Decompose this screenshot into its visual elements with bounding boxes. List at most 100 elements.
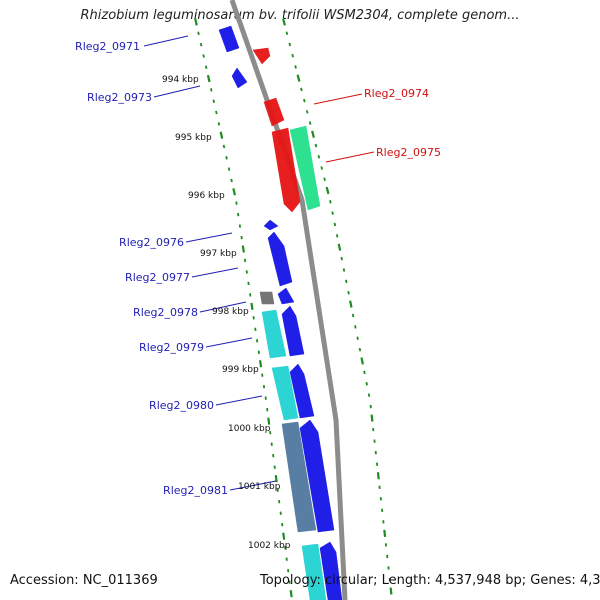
major-tick bbox=[289, 590, 293, 598]
minor-tick bbox=[294, 65, 297, 69]
minor-tick bbox=[367, 393, 371, 397]
major-tick bbox=[241, 245, 245, 253]
gene-feature[interactable] bbox=[263, 97, 285, 127]
major-tick bbox=[206, 74, 211, 83]
leader-line bbox=[191, 267, 239, 278]
kbp-labels: 994 kbp 995 kbp 996 kbp 997 kbp 998 kbp … bbox=[162, 75, 291, 551]
topology-text: Topology: circular; Length: 4,537,948 bp… bbox=[260, 573, 600, 588]
genome-backbone bbox=[229, 0, 348, 600]
gene-label[interactable]: Rleg2_0980 bbox=[149, 399, 214, 412]
minor-tick bbox=[230, 178, 233, 183]
gene-feature[interactable] bbox=[231, 67, 248, 89]
major-tick bbox=[258, 360, 263, 368]
minor-tick bbox=[300, 87, 303, 92]
minor-tick bbox=[305, 110, 309, 114]
leader-line bbox=[313, 93, 363, 105]
minor-tick bbox=[320, 166, 324, 170]
major-tick bbox=[389, 587, 393, 595]
minor-tick bbox=[354, 325, 357, 329]
minor-tick bbox=[314, 143, 318, 148]
leader-line bbox=[215, 395, 263, 406]
gene-feature[interactable] bbox=[218, 25, 240, 53]
minor-tick bbox=[363, 370, 366, 375]
minor-tick bbox=[197, 31, 200, 36]
minor-tick bbox=[222, 144, 226, 149]
major-tick bbox=[360, 357, 364, 365]
gene-feature[interactable] bbox=[267, 231, 293, 287]
gene-feature[interactable] bbox=[261, 309, 287, 359]
minor-tick bbox=[340, 256, 343, 261]
kbp-label: 996 kbp bbox=[188, 191, 225, 201]
major-tick bbox=[194, 18, 198, 26]
minor-tick bbox=[351, 313, 355, 318]
minor-tick bbox=[199, 42, 203, 47]
leader-line bbox=[185, 232, 233, 243]
minor-tick bbox=[225, 156, 228, 160]
major-tick bbox=[383, 529, 387, 537]
leader-line bbox=[153, 85, 201, 98]
minor-tick bbox=[365, 381, 368, 386]
major-tick bbox=[282, 532, 286, 540]
gene-feature[interactable] bbox=[289, 363, 315, 419]
major-tick bbox=[337, 243, 342, 251]
gene-feature[interactable] bbox=[263, 219, 279, 231]
gene-feature[interactable] bbox=[252, 47, 271, 65]
major-tick bbox=[296, 74, 301, 82]
kbp-label: 995 kbp bbox=[175, 133, 212, 143]
kbp-label: 1000 kbp bbox=[228, 424, 271, 434]
gene-label[interactable]: Rleg2_0975 bbox=[376, 146, 441, 159]
leader-line bbox=[325, 151, 375, 163]
kbp-label: 1001 kbp bbox=[238, 482, 281, 492]
gene-label[interactable]: Rleg2_0978 bbox=[133, 306, 198, 319]
gene-feature[interactable] bbox=[277, 287, 295, 305]
gene-feature[interactable] bbox=[301, 543, 327, 600]
gene-features bbox=[218, 25, 343, 600]
gene-feature[interactable] bbox=[281, 421, 317, 533]
major-tick bbox=[267, 417, 271, 425]
minor-tick bbox=[358, 347, 362, 352]
leader-line bbox=[229, 480, 277, 491]
gene-label[interactable]: Rleg2_0973 bbox=[87, 91, 152, 104]
gene-feature[interactable] bbox=[271, 127, 301, 213]
minor-tick bbox=[317, 154, 321, 159]
major-tick bbox=[349, 300, 353, 308]
kbp-label: 994 kbp bbox=[162, 75, 199, 85]
minor-tick bbox=[345, 279, 348, 284]
minor-tick bbox=[308, 121, 312, 125]
gene-feature[interactable] bbox=[281, 305, 305, 357]
minor-tick bbox=[202, 54, 205, 58]
leader-line bbox=[143, 35, 189, 47]
minor-tick bbox=[347, 290, 350, 295]
major-tick bbox=[376, 472, 380, 480]
minor-tick bbox=[356, 336, 359, 340]
inner-tick-ring bbox=[282, 18, 393, 595]
gene-feature[interactable] bbox=[289, 125, 321, 211]
gene-labels: Rleg2_0971 Rleg2_0973 Rleg2_0974 Rleg2_0… bbox=[75, 40, 441, 497]
gene-feature[interactable] bbox=[319, 541, 343, 600]
gene-label[interactable]: Rleg2_0974 bbox=[364, 87, 429, 100]
gene-label[interactable]: Rleg2_0977 bbox=[125, 271, 190, 284]
accession-text: Accession: NC_011369 bbox=[10, 573, 158, 588]
gene-label[interactable]: Rleg2_0979 bbox=[139, 341, 204, 354]
major-tick bbox=[250, 302, 254, 310]
kbp-label: 1002 kbp bbox=[248, 541, 291, 551]
minor-tick bbox=[210, 88, 213, 92]
major-tick bbox=[232, 188, 236, 196]
gene-feature[interactable] bbox=[271, 365, 299, 421]
minor-tick bbox=[342, 268, 346, 272]
gene-label[interactable]: Rleg2_0981 bbox=[163, 484, 228, 497]
kbp-label: 999 kbp bbox=[222, 365, 259, 375]
gene-label[interactable]: Rleg2_0976 bbox=[119, 236, 184, 249]
gene-label[interactable]: Rleg2_0971 bbox=[75, 40, 140, 53]
major-tick bbox=[325, 186, 330, 195]
minor-tick bbox=[285, 31, 289, 36]
minor-tick bbox=[303, 98, 306, 103]
minor-tick bbox=[333, 222, 337, 227]
gene-feature[interactable] bbox=[259, 291, 275, 305]
gene-feature[interactable] bbox=[299, 419, 335, 533]
major-tick bbox=[370, 414, 374, 422]
minor-tick bbox=[291, 53, 294, 58]
minor-tick bbox=[323, 177, 326, 182]
kbp-label: 998 kbp bbox=[212, 307, 249, 317]
